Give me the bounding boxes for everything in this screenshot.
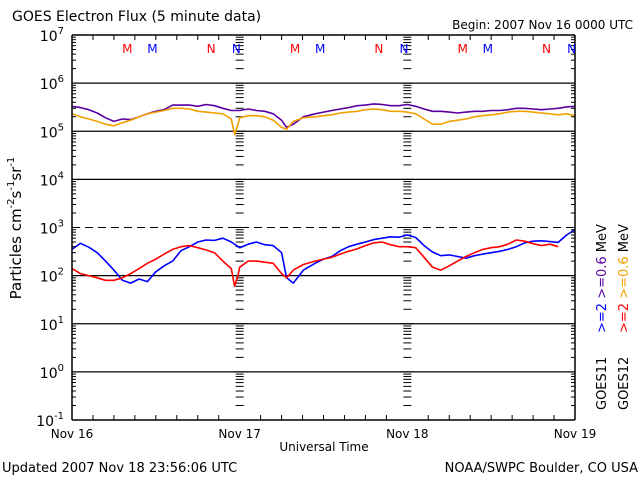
legend-satellite-goes11: GOES11 [595,357,610,410]
y-axis-label-text: Particles cm-2s-1sr-1 [6,157,25,300]
y-tick-labels: 107 106 105 104 103 102 101 100 10-1 [36,26,64,430]
updated-timestamp: Updated 2007 Nov 18 23:56:06 UTC [2,461,237,476]
y-tick-label: 107 [40,26,64,45]
local-time-marker: M [457,42,467,56]
local-time-marker: M [315,42,325,56]
series-layer [71,103,576,288]
local-time-marker: M [147,42,157,56]
legend-satellite-goes12: GOES12 [617,357,632,410]
x-tick-label: Nov 17 [218,427,261,441]
data-source: NOAA/SWPC Boulder, CO USA [445,461,638,476]
grid [72,36,575,421]
legend-entry: >=2 [617,299,632,333]
local-time-marker: N [567,42,576,56]
y-tick-label: 102 [40,267,64,286]
legend-energy-goes12: >=2 >=0.6 MeV [617,224,632,333]
legend-entry: >=0.6 [617,252,632,299]
local-time-marker: M [290,42,300,56]
local-time-marker: N [374,42,383,56]
chart-title: GOES Electron Flux (5 minute data) [12,9,261,25]
x-tick-label: Nov 18 [386,427,429,441]
y-tick-label: 106 [40,74,64,93]
y-tick-label: 103 [40,219,64,238]
legend-energy-text: >=2 >=0.6 MeV [617,224,632,333]
local-time-marker: N [542,42,551,56]
axes [71,34,576,421]
local-time-marker: N [232,42,241,56]
y-tick-label: 105 [40,122,64,141]
y-tick-label: 101 [40,315,64,334]
x-axis-label: Universal Time [279,440,368,454]
local-time-marker: N [207,42,216,56]
series-line-goes12-2-mev [71,239,559,288]
y-tick-label: 104 [40,170,64,189]
legend-energy-text: >=2 >=0.6 MeV [595,224,610,333]
legend-entry: MeV [595,224,610,252]
y-tick-label: 10-1 [36,411,64,430]
local-time-marker: M [483,42,493,56]
legend: GOES11 GOES12 >=2 >=0.6 MeV >=2 >=0.6 MeV [595,224,632,410]
legend-entry: >=2 [595,299,610,333]
legend-energy-goes11: >=2 >=0.6 MeV [595,224,610,333]
x-tick-label: Nov 16 [51,427,94,441]
local-time-marker: M [122,42,132,56]
legend-satellite-label: GOES12 [617,357,632,410]
series-line-goes12-0-6-mev [71,107,576,136]
legend-satellite-label: GOES11 [595,357,610,410]
x-tick-label: Nov 19 [554,427,597,441]
x-tick-labels: Nov 16 Nov 17 Nov 18 Nov 19 [51,427,597,441]
begin-label: Begin: 2007 Nov 16 0000 UTC [452,18,633,32]
local-time-marker: N [399,42,408,56]
y-axis-label: Particles cm-2s-1sr-1 [6,157,25,300]
y-tick-label: 100 [40,363,64,382]
legend-entry: MeV [617,224,632,252]
legend-entry: >=0.6 [595,252,610,299]
